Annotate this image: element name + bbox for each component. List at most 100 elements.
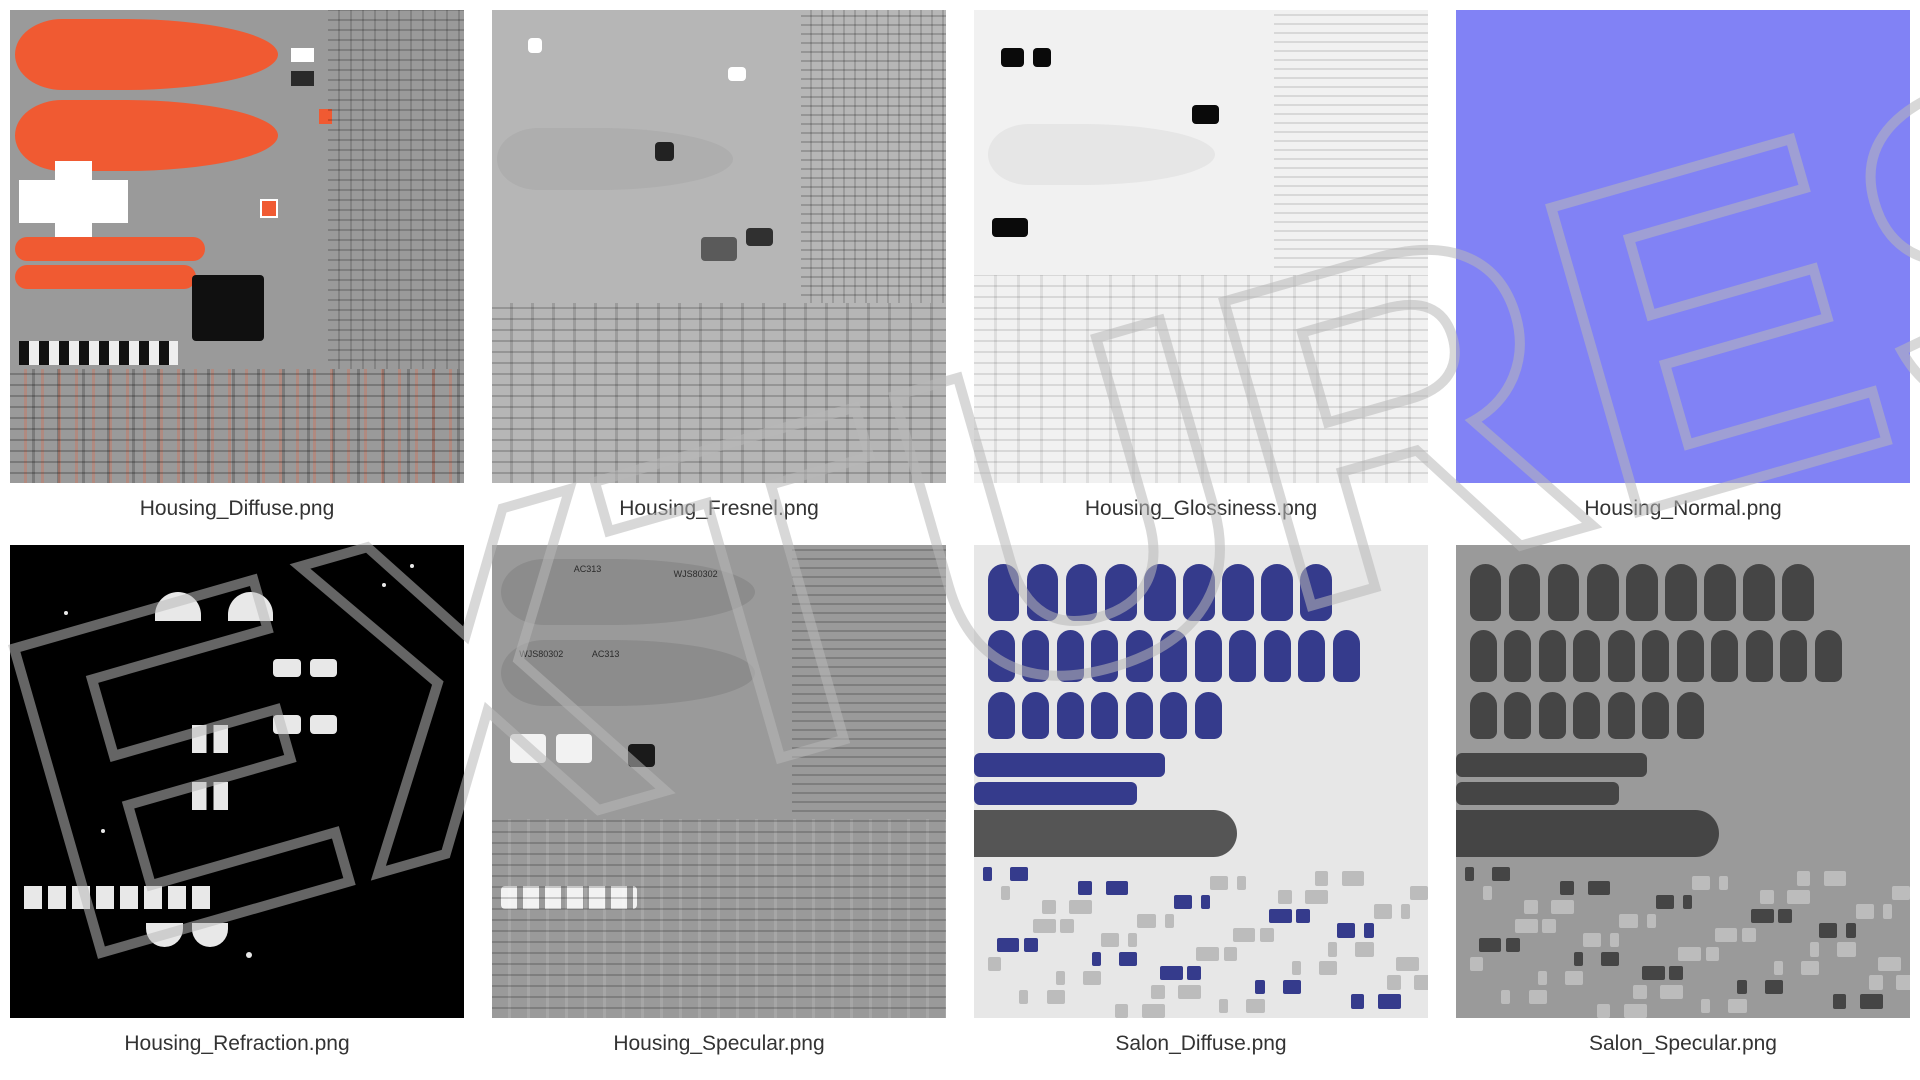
seat-shape (1539, 692, 1566, 739)
texture-cell-housing-normal[interactable]: Housing_Normal.png (1456, 10, 1910, 525)
thumbnail-salon-diffuse[interactable] (974, 545, 1428, 1018)
chip (310, 659, 337, 678)
chip (1892, 886, 1910, 900)
chip (1470, 957, 1484, 971)
speckle-r (792, 545, 946, 819)
chip (1069, 900, 1092, 914)
chip (1160, 966, 1183, 980)
chip (1565, 971, 1583, 985)
thumbnail-housing-specular[interactable]: AC313 WJS80302 WJS80302 AC313 (492, 545, 946, 1018)
chip (1210, 876, 1228, 890)
chip (1760, 890, 1774, 904)
chip (1787, 890, 1810, 904)
texture-cell-housing-glossiness[interactable]: Housing_Glossiness.png (974, 10, 1428, 525)
chip (1715, 928, 1738, 942)
bowtie (192, 725, 228, 753)
thumbnail-salon-specular[interactable] (1456, 545, 1910, 1018)
chip (1619, 914, 1637, 928)
dot (410, 564, 414, 568)
thumbnail-housing-normal[interactable] (1456, 10, 1910, 483)
thumbnail-label: Housing_Glossiness.png (1085, 497, 1317, 525)
texture-cell-salon-diffuse[interactable]: Salon_Diffuse.png (974, 545, 1428, 1060)
texture-grid: Housing_Diffuse.png Housing_Fresnel.png (0, 0, 1920, 1080)
chip (1233, 928, 1256, 942)
dark-block (192, 275, 265, 341)
chip (1319, 961, 1337, 975)
chip (655, 142, 673, 161)
seat-shape (1057, 692, 1084, 739)
seat-shape (1298, 630, 1325, 682)
seat-shape (988, 564, 1020, 621)
seat-shape (1470, 630, 1497, 682)
seat-shape (1704, 564, 1736, 621)
texture-cell-salon-specular[interactable]: Salon_Specular.png (1456, 545, 1910, 1060)
chip (1883, 904, 1892, 918)
chip (1106, 881, 1129, 895)
seat-shape (1091, 630, 1118, 682)
seat-shape (1509, 564, 1541, 621)
chip (1396, 957, 1419, 971)
chip (1305, 890, 1328, 904)
tag: AC313 (592, 649, 620, 659)
chip (1837, 942, 1855, 956)
chip (1178, 985, 1201, 999)
chip (1010, 867, 1028, 881)
chip (1192, 105, 1219, 124)
chip (1728, 999, 1746, 1013)
thumbnail-label: Salon_Diffuse.png (1115, 1032, 1286, 1060)
chip (1778, 909, 1792, 923)
chip (273, 659, 300, 678)
chip (1337, 923, 1355, 937)
seat-shape (1626, 564, 1658, 621)
seat-shape (1126, 630, 1153, 682)
chip (1278, 890, 1292, 904)
thumbnail-label: Housing_Diffuse.png (140, 497, 335, 525)
chip (1551, 900, 1574, 914)
chip (746, 228, 773, 247)
seat-shape (1608, 630, 1635, 682)
chip (1860, 994, 1883, 1008)
chip (1296, 909, 1310, 923)
seat-shape (1470, 564, 1502, 621)
seat-shape (988, 692, 1015, 739)
texture-cell-housing-refraction[interactable]: Housing_Refraction.png (10, 545, 464, 1060)
chip (1524, 900, 1538, 914)
chip (1597, 1004, 1611, 1018)
stripe (19, 341, 178, 365)
speckle (492, 819, 946, 1018)
chip (1165, 914, 1174, 928)
chip (997, 938, 1020, 952)
thumbnail-label: Housing_Fresnel.png (619, 497, 819, 525)
seat-shape (1091, 692, 1118, 739)
seat-shape (1608, 692, 1635, 739)
chip (1765, 980, 1783, 994)
thumbnail-housing-refraction[interactable] (10, 545, 464, 1018)
seat-shape (1711, 630, 1738, 682)
thumbnail-housing-diffuse[interactable] (10, 10, 464, 483)
seat-shape (1677, 692, 1704, 739)
chip (1355, 942, 1373, 956)
row-1 (15, 237, 206, 261)
texture-cell-housing-fresnel[interactable]: Housing_Fresnel.png (492, 10, 946, 525)
seat-shape (1587, 564, 1619, 621)
chip (1846, 923, 1855, 937)
chip (1479, 938, 1502, 952)
chip (291, 48, 314, 62)
gray-bar (1456, 782, 1619, 806)
chip (1342, 871, 1365, 885)
chip (992, 218, 1028, 237)
chip (728, 67, 746, 81)
chip (1642, 966, 1665, 980)
seat-shape (1195, 692, 1222, 739)
texture-cell-housing-diffuse[interactable]: Housing_Diffuse.png (10, 10, 464, 525)
chip (1483, 886, 1492, 900)
seat-shape (1300, 564, 1332, 621)
chip (1315, 871, 1329, 885)
seat-shape (1548, 564, 1580, 621)
texture-cell-housing-specular[interactable]: AC313 WJS80302 WJS80302 AC313 Housing_Sp… (492, 545, 946, 1060)
thumbnail-housing-glossiness[interactable] (974, 10, 1428, 483)
thumbnail-housing-fresnel[interactable] (492, 10, 946, 483)
chip (1033, 48, 1051, 67)
chip (1196, 947, 1219, 961)
chip (1633, 985, 1647, 999)
